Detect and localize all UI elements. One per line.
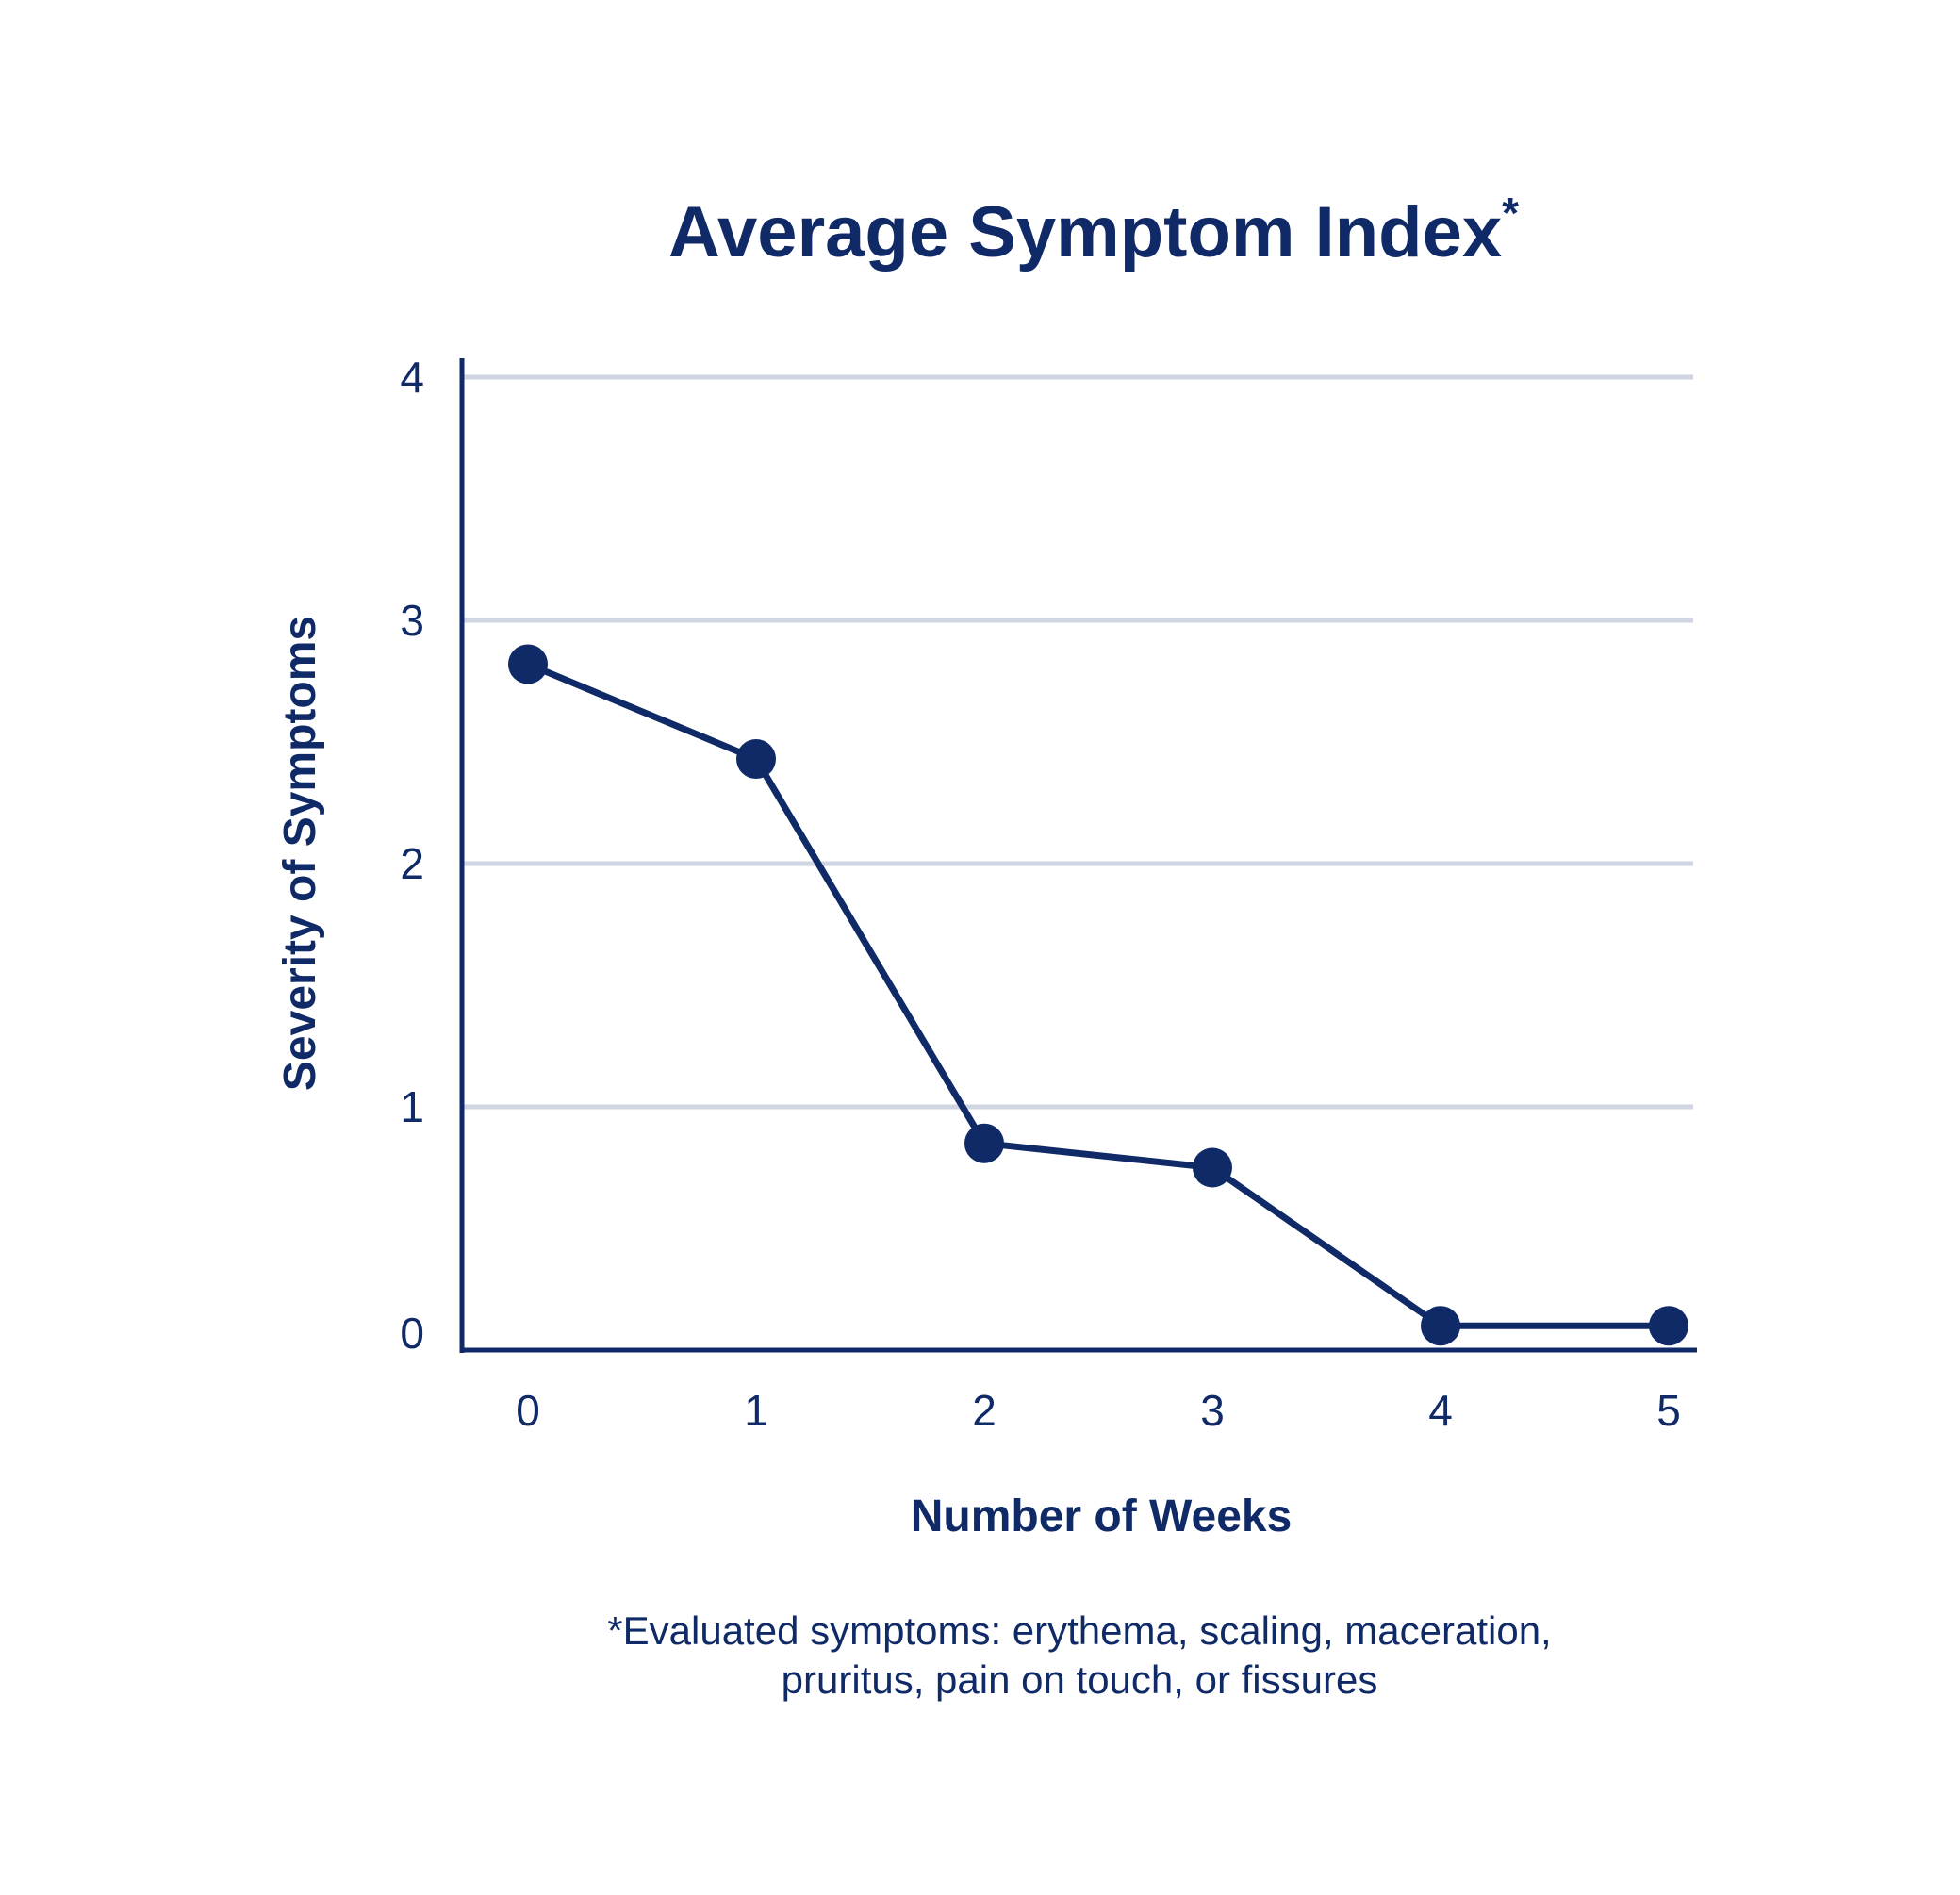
y-tick-label: 3 <box>400 596 424 645</box>
data-point-week-4 <box>1421 1306 1460 1346</box>
series-line <box>526 661 1669 1329</box>
chart-title: Average Symptom Index* <box>668 189 1519 272</box>
data-point-week-5 <box>1649 1306 1688 1346</box>
data-point-week-3 <box>1193 1147 1232 1188</box>
footnote-line-1: *Evaluated symptoms: erythema, scaling, … <box>607 1608 1551 1653</box>
x-tick-label: 0 <box>516 1386 540 1435</box>
x-tick-label: 2 <box>972 1386 996 1435</box>
x-axis-label: Number of Weeks <box>911 1491 1293 1541</box>
data-point-week-0 <box>508 644 548 684</box>
axis-layer <box>459 358 1697 1353</box>
y-axis-label: Severity of Symptoms <box>275 616 325 1091</box>
x-tick-label: 5 <box>1656 1386 1681 1435</box>
x-tick-label: 4 <box>1428 1386 1453 1435</box>
x-tick-label: 1 <box>744 1386 768 1435</box>
chart-title-marker: * <box>1502 189 1519 238</box>
label-layer: Average Symptom Index* Severity of Sympt… <box>275 189 1681 1702</box>
y-tick-label: 0 <box>400 1309 424 1358</box>
y-tick-label: 2 <box>400 839 424 888</box>
series-layer <box>508 644 1688 1346</box>
data-point-week-1 <box>736 739 776 780</box>
grid-layer <box>462 374 1693 1110</box>
y-tick-label: 4 <box>400 353 424 402</box>
x-tick-label: 3 <box>1200 1386 1225 1435</box>
data-point-week-2 <box>964 1123 1004 1163</box>
y-tick-label: 1 <box>400 1082 424 1131</box>
footnote-line-2: pruritus, pain on touch, or fissures <box>782 1657 1378 1702</box>
chart-title-text: Average Symptom Index <box>668 192 1502 272</box>
